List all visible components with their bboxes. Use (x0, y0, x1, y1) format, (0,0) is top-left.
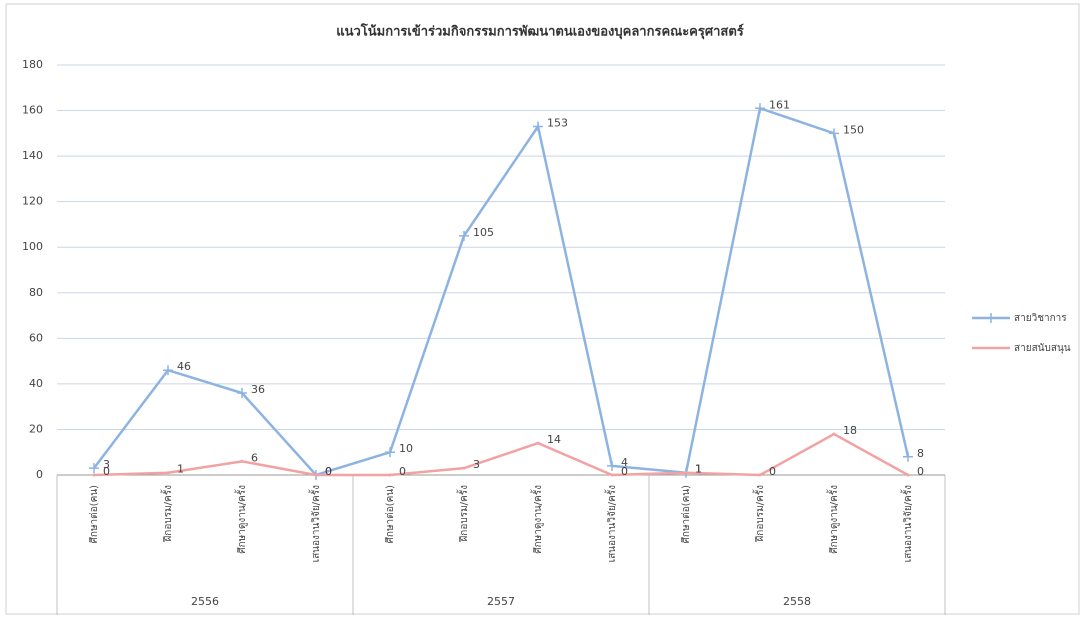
x-group-label: 2557 (487, 595, 515, 608)
data-label: 46 (177, 360, 191, 373)
data-label: 8 (917, 447, 924, 460)
x-tick-label: เสนองานวิจัย/ครั้ง (604, 485, 618, 562)
chart-frame (5, 3, 1080, 615)
x-group-label: 2556 (191, 595, 219, 608)
data-label: 150 (843, 123, 864, 136)
data-label: 1 (177, 463, 184, 476)
point-marker (607, 460, 617, 471)
data-label: 36 (251, 383, 265, 396)
data-label: 0 (325, 465, 332, 478)
chart-title: แนวโน้มการเข้าร่วมกิจกรรมการพัฒนาตนเองขอ… (336, 23, 744, 40)
data-label: 1 (695, 463, 702, 476)
data-label: 18 (843, 424, 857, 437)
data-label: 3 (473, 458, 480, 471)
data-label: 105 (473, 226, 494, 239)
y-tick-label: 100 (22, 240, 43, 253)
point-marker (166, 471, 170, 475)
data-label: 3 (103, 458, 110, 471)
point-marker (829, 128, 839, 139)
point-marker (610, 473, 614, 477)
x-tick-label: ศึกษาต่อ(คน) (88, 485, 100, 544)
legend-marker (986, 313, 996, 323)
data-label: 153 (547, 117, 568, 130)
x-tick-label: เสนองานวิจัย/ครั้ง (308, 485, 322, 562)
point-marker (684, 471, 688, 475)
legend-label: สายสนับสนุน (1014, 343, 1071, 354)
data-label: 0 (103, 465, 110, 478)
x-tick-label: ฝึกอบรม/ครั้ง (456, 485, 470, 543)
y-tick-label: 140 (22, 149, 43, 162)
point-marker (462, 466, 466, 470)
data-label: 0 (917, 465, 924, 478)
point-marker (906, 473, 910, 477)
x-tick-label: ศึกษาดูงาน/ครั้ง (826, 485, 840, 554)
point-marker (240, 459, 244, 463)
point-marker (163, 365, 173, 376)
y-tick-label: 20 (29, 422, 43, 435)
point-marker (903, 451, 913, 462)
data-label: 1 (695, 463, 702, 476)
point-marker (388, 473, 392, 477)
point-marker (536, 441, 540, 445)
data-label: 0 (621, 465, 628, 478)
series-line (93, 106, 910, 477)
point-marker (92, 473, 96, 477)
data-label: 0 (399, 465, 406, 478)
point-marker (758, 473, 762, 477)
y-tick-label: 180 (22, 58, 43, 71)
point-marker (89, 463, 99, 474)
series-line (93, 432, 909, 477)
point-marker (237, 388, 247, 398)
x-tick-label: ศึกษาต่อ(คน) (384, 485, 396, 544)
y-tick-label: 80 (29, 286, 43, 299)
y-tick-label: 160 (22, 104, 43, 117)
x-tick-label: ฝึกอบรม/ครั้ง (752, 485, 766, 543)
y-tick-label: 60 (29, 331, 43, 344)
x-tick-label: ศึกษาดูงาน/ครั้ง (530, 485, 544, 554)
point-marker (755, 103, 765, 114)
x-tick-label: ศึกษาดูงาน/ครั้ง (234, 485, 248, 554)
point-marker (459, 230, 469, 241)
data-label: 4 (621, 456, 628, 469)
y-tick-label: 120 (22, 195, 43, 208)
data-label: 161 (769, 98, 790, 111)
x-tick-label: เสนองานวิจัย/ครั้ง (900, 485, 914, 562)
point-marker (385, 447, 395, 458)
x-group-label: 2558 (783, 595, 811, 608)
x-tick-label: ฝึกอบรม/ครั้ง (160, 485, 174, 543)
data-label: 14 (547, 433, 561, 446)
data-label: 0 (769, 465, 776, 478)
y-tick-label: 0 (36, 468, 43, 481)
point-marker (314, 473, 318, 477)
x-tick-label: ศึกษาต่อ(คน) (680, 485, 692, 544)
legend-label: สายวิชาการ (1014, 313, 1067, 324)
point-marker (533, 121, 543, 132)
data-label: 0 (325, 465, 332, 478)
point-marker (832, 432, 836, 436)
data-label: 6 (251, 451, 258, 464)
y-tick-label: 40 (29, 377, 43, 390)
data-label: 10 (399, 442, 413, 455)
